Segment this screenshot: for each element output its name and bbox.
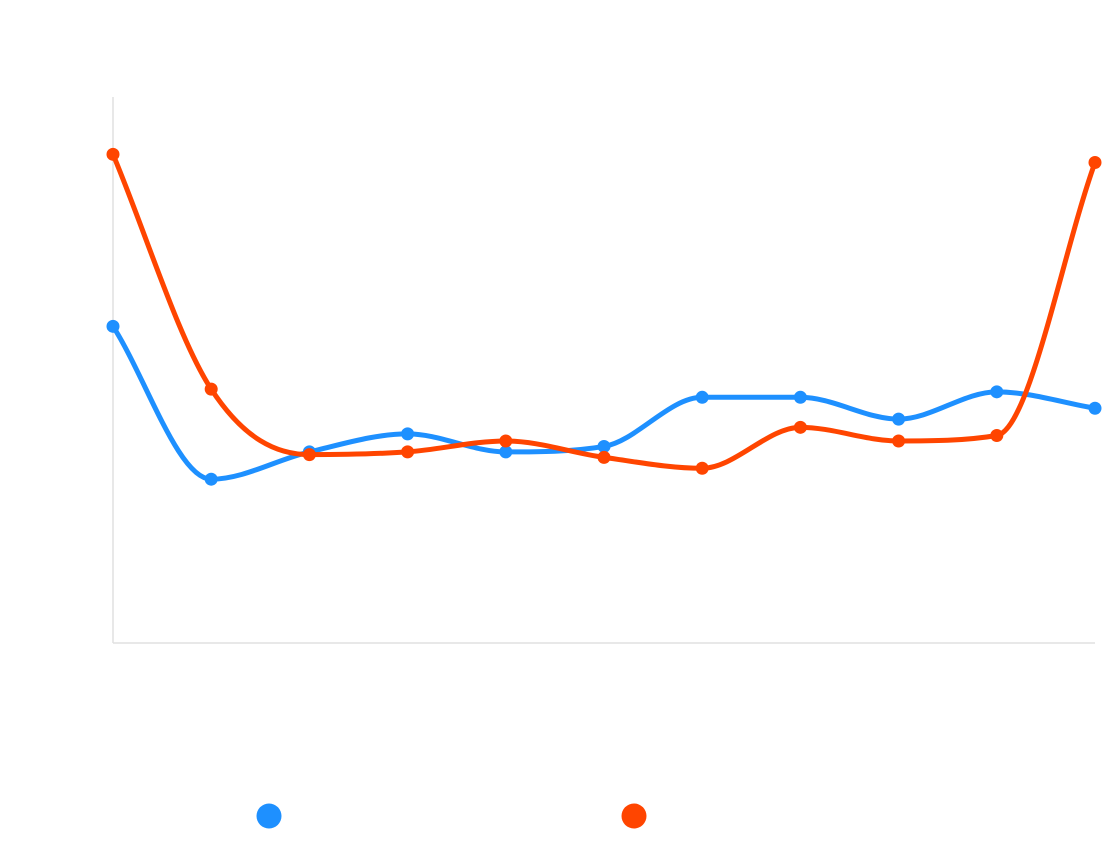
series-2-point-11[interactable] xyxy=(1088,156,1102,170)
series-2-point-9[interactable] xyxy=(892,434,906,448)
series-1-point-11[interactable] xyxy=(1088,401,1102,415)
chart-series xyxy=(106,147,1102,486)
legend-marker-1 xyxy=(256,803,282,829)
series-2-point-5[interactable] xyxy=(499,434,513,448)
series-2-point-8[interactable] xyxy=(793,420,807,434)
series-1 xyxy=(106,319,1102,486)
series-1-point-5[interactable] xyxy=(499,445,513,459)
chart-axes xyxy=(112,97,1095,644)
series-2-point-7[interactable] xyxy=(695,461,709,475)
series-2-point-4[interactable] xyxy=(401,445,415,459)
legend-item-2[interactable] xyxy=(621,803,647,829)
series-1-point-2[interactable] xyxy=(204,472,218,486)
series-2-point-10[interactable] xyxy=(990,429,1004,443)
series-1-point-4[interactable] xyxy=(401,427,415,441)
legend-marker-2 xyxy=(621,803,647,829)
series-1-point-6[interactable] xyxy=(597,439,611,453)
series-2-point-2[interactable] xyxy=(204,382,218,396)
series-2-point-6[interactable] xyxy=(597,450,611,464)
series-2-point-3[interactable] xyxy=(302,448,316,462)
series-1-point-8[interactable] xyxy=(793,390,807,404)
series-1-line xyxy=(110,323,1098,482)
series-2-point-1[interactable] xyxy=(106,147,120,161)
chart-legend xyxy=(256,803,647,829)
series-1-point-10[interactable] xyxy=(990,385,1004,399)
series-1-point-9[interactable] xyxy=(892,412,906,426)
series-2-line xyxy=(110,151,1098,471)
series-2 xyxy=(106,147,1102,475)
series-1-point-7[interactable] xyxy=(695,390,709,404)
series-1-point-1[interactable] xyxy=(106,319,120,333)
legend-item-1[interactable] xyxy=(256,803,282,829)
